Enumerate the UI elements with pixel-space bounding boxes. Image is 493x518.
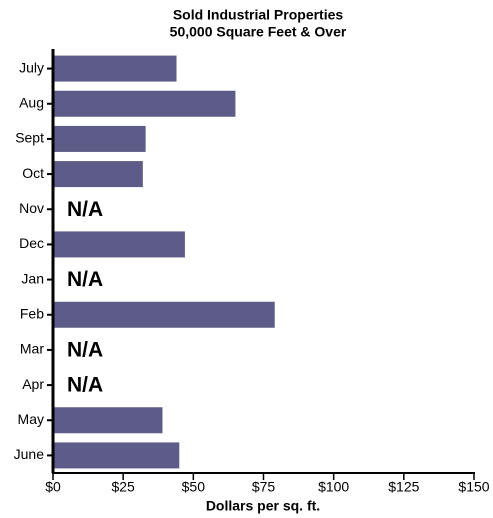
bar [53, 90, 236, 117]
x-tick-label: $0 [45, 479, 61, 495]
y-tick-label: Nov [19, 200, 44, 216]
y-tick-label: Oct [22, 165, 44, 181]
bar [53, 231, 185, 258]
chart-subtitle: 50,000 Square Feet & Over [170, 24, 347, 40]
x-tick-label: $25 [111, 479, 135, 495]
bar [53, 125, 146, 152]
x-tick-label: $125 [388, 479, 419, 495]
y-tick-label: June [14, 446, 45, 462]
y-tick-label: Sept [15, 130, 44, 146]
bar [53, 161, 143, 188]
x-tick-label: $50 [182, 479, 206, 495]
y-tick-label: Apr [22, 376, 44, 392]
x-axis-label: Dollars per sq. ft. [206, 498, 320, 514]
x-tick-label: $100 [318, 479, 349, 495]
bar [53, 442, 180, 469]
y-tick-label: July [19, 59, 44, 75]
y-tick-label: Aug [19, 94, 44, 110]
value-label: N/A [67, 268, 103, 291]
value-label: N/A [67, 198, 103, 221]
value-label: N/A [67, 374, 103, 397]
bar [53, 55, 177, 82]
y-tick-label: Dec [19, 235, 44, 251]
y-tick-label: Feb [20, 305, 44, 321]
bar [53, 407, 163, 434]
x-tick-label: $150 [458, 479, 489, 495]
x-tick-label: $75 [252, 479, 276, 495]
chart-title: Sold Industrial Properties [173, 7, 344, 23]
y-tick-label: Jan [21, 270, 44, 286]
y-tick-label: Mar [20, 341, 44, 357]
value-label: N/A [67, 338, 103, 361]
bar [53, 301, 275, 328]
y-tick-label: May [18, 411, 44, 427]
